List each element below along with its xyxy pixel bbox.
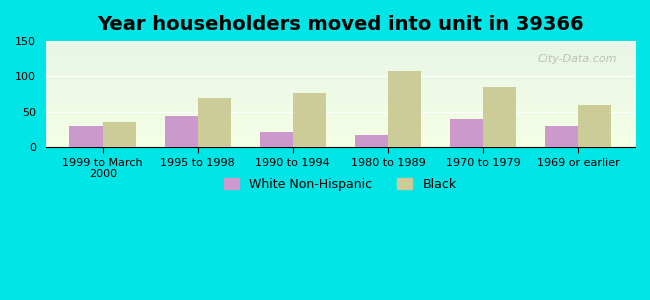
Bar: [198, 98, 231, 147]
Title: Year householders moved into unit in 39366: Year householders moved into unit in 393…: [97, 15, 584, 34]
Bar: [293, 93, 326, 147]
Bar: [450, 119, 483, 147]
Legend: White Non-Hispanic, Black: White Non-Hispanic, Black: [219, 173, 462, 196]
Text: City-Data.com: City-Data.com: [538, 54, 618, 64]
Bar: [70, 126, 103, 147]
Bar: [164, 116, 198, 147]
Bar: [388, 71, 421, 147]
Bar: [483, 87, 516, 147]
Bar: [103, 122, 136, 147]
Bar: [355, 135, 388, 147]
Bar: [545, 126, 578, 147]
Bar: [259, 132, 293, 147]
Bar: [578, 105, 611, 147]
